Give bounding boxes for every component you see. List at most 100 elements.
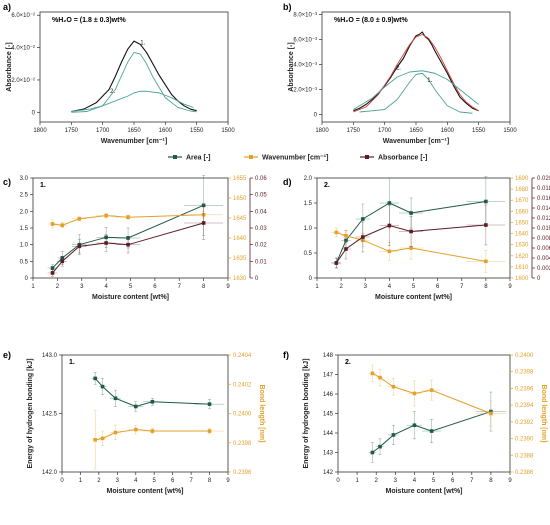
bond-length-series-point — [150, 429, 155, 433]
x-tick-label: 1 — [31, 284, 35, 290]
absorbance-series-point — [201, 221, 206, 225]
bond-length-series-point — [133, 427, 138, 432]
wavenumber-axis-tick-label: 1635 — [233, 256, 247, 262]
x-tick-label: 6 — [436, 284, 440, 290]
absorbance-series-point — [334, 261, 339, 265]
x-tick-label: 4 — [388, 284, 392, 290]
x-tick-label: 9 — [226, 478, 230, 484]
wavenumber-axis-tick-label: 1650 — [233, 196, 247, 202]
x-tick-label: 8 — [484, 284, 488, 290]
wavenumber-series-point — [334, 230, 339, 235]
energy-axis-tick-label: 148 — [323, 353, 334, 359]
bond-length-series-point — [207, 429, 212, 433]
y-axis-tick-label: 4.0×10⁻³ — [293, 63, 317, 69]
x-tick-label: 3 — [394, 478, 398, 484]
x-tick-label: 1600 — [159, 128, 173, 134]
wavenumber-series-point — [50, 222, 55, 226]
x-tick-label: 7 — [178, 284, 182, 290]
absorbance-series-point — [77, 244, 82, 249]
absorbance-axis-tick-label: 0.006 — [537, 246, 550, 252]
x-tick-label: 1700 — [378, 128, 392, 134]
area-axis-tick-label: 0.5 — [20, 259, 29, 265]
x-tick-label: 7 — [189, 478, 193, 484]
x-tick-label: 4 — [104, 284, 108, 290]
wavenumber-axis-tick-label: 1630 — [233, 276, 247, 282]
legend-swatch-marker — [173, 155, 177, 159]
fit-peak-2-line — [71, 90, 194, 112]
x-tick-label: 1600 — [441, 128, 455, 134]
absorbance-series-point — [361, 235, 365, 239]
bond-length-axis-tick-label: 0.2398 — [515, 370, 534, 376]
y-axis-tick-label: 6.0×10⁻² — [11, 13, 35, 19]
energy-axis-tick-label: 146 — [323, 392, 334, 398]
absorbance-series-point — [387, 223, 392, 228]
absorbance-series-point — [126, 242, 130, 247]
absorbance-axis-tick-label: 0.04 — [255, 209, 267, 215]
x-tick-label: 1700 — [96, 128, 110, 134]
area-series-point — [484, 199, 488, 204]
legend-swatch-marker — [365, 155, 369, 159]
plot-frame-b — [321, 11, 511, 123]
peak-label: 1. — [140, 40, 145, 46]
measured-spectrum-line — [353, 31, 479, 112]
area-series-point — [50, 266, 55, 270]
x-tick-label: 2 — [375, 478, 379, 484]
x-axis-label: Wavenumber [cm⁻¹] — [383, 138, 449, 145]
fit-peak-1-line — [359, 72, 473, 114]
energy-series-point — [391, 433, 396, 437]
panel-label-c: c) — [3, 177, 11, 187]
absorbance-axis-tick-label: 0.02 — [255, 243, 267, 249]
x-tick-label: 7 — [460, 284, 464, 290]
x-tick-label: 1550 — [472, 128, 486, 134]
bond-length-series-point — [429, 388, 434, 392]
wavenumber-axis-tick-label: 1640 — [515, 232, 529, 238]
bond-length-axis-label: Bond length [nm] — [258, 385, 265, 443]
plot-frame-d — [316, 177, 511, 279]
absorbance-axis-tick-label: 0.002 — [537, 266, 550, 272]
energy-axis-tick-label: 143 — [323, 451, 334, 457]
energy-axis-tick-label: 142 — [323, 470, 334, 476]
energy-axis-tick-label: 142.0 — [42, 470, 58, 476]
wavenumber-axis-tick-label: 1645 — [233, 216, 247, 222]
x-tick-label: 0 — [60, 478, 64, 484]
composition-annotation: %H₂O = (1.8 ± 0.3)wt% — [52, 17, 126, 24]
plot-frame-a — [39, 11, 229, 123]
x-tick-label: 8 — [208, 478, 212, 484]
absorbance-series-point — [50, 271, 55, 275]
absorbance-axis-tick-label: 0.008 — [537, 236, 550, 242]
bond-length-axis-tick-label: 0.2398 — [233, 441, 252, 447]
bond-length-axis-tick-label: 0.2388 — [515, 453, 534, 459]
energy-axis-label: Energy of hydrogen bonding [kJ] — [303, 358, 310, 468]
fit-peak-2-line — [353, 70, 479, 110]
y-axis-tick-label: 2.0×10⁻² — [11, 78, 35, 84]
bond-length-axis-label: Bond length [nm] — [540, 385, 547, 443]
y-axis-tick-label: 8.0×10⁻³ — [293, 13, 317, 19]
panel-label-f: f) — [283, 350, 289, 360]
wavenumber-axis-tick-label: 1600 — [515, 276, 529, 282]
wavenumber-axis-tick-label: 1610 — [515, 265, 529, 271]
wavenumber-series-point — [344, 233, 348, 238]
peak-label: 2. — [396, 66, 401, 72]
x-axis-label: Moisture content [wt%] — [386, 488, 463, 495]
x-tick-label: 3 — [364, 284, 368, 290]
absorbance-axis-tick-label: 0.018 — [537, 186, 550, 192]
peak-label: 2. — [110, 89, 115, 95]
x-tick-label: 0 — [336, 478, 340, 484]
absorbance-axis-tick-label: 0.004 — [537, 256, 550, 262]
area-axis-tick-label: 1.5 — [20, 226, 29, 232]
bond-length-series-point — [391, 384, 396, 389]
bond-length-axis-tick-label: 0.2402 — [233, 382, 252, 388]
bond-length-series-point — [113, 430, 118, 435]
x-tick-label: 4 — [413, 478, 417, 484]
x-tick-label: 1500 — [221, 128, 235, 134]
x-tick-label: 1 — [315, 284, 319, 290]
x-tick-label: 8 — [202, 284, 206, 290]
wavenumber-series-point — [387, 249, 392, 254]
x-tick-label: 6 — [171, 478, 175, 484]
peak-label: 1. — [427, 78, 432, 84]
absorbance-series-line — [335, 224, 486, 264]
chart-panel-e: 0 1 2 3 4 5 6 7 8 9 Moisture content [wt%] 142.0 142… — [27, 353, 265, 495]
bond-length-axis-tick-label: 0.2400 — [515, 353, 534, 359]
bond-length-series-point — [100, 436, 105, 441]
x-tick-label: 9 — [508, 478, 512, 484]
